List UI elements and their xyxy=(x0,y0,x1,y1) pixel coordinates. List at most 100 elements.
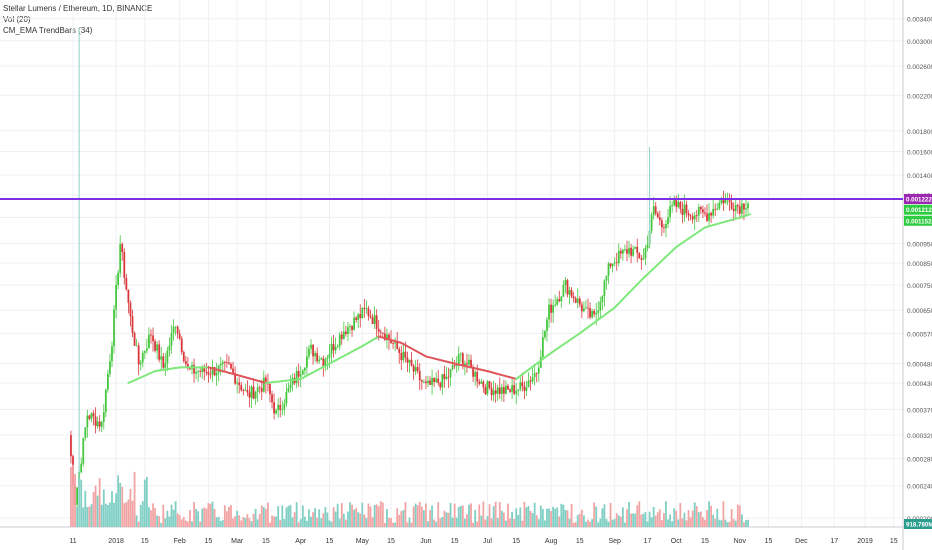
ema-line-segment xyxy=(207,366,239,376)
candle-body xyxy=(242,390,245,392)
volume-bar xyxy=(80,479,83,527)
candle-body xyxy=(260,388,263,392)
x-tick-label: 15 xyxy=(387,538,395,545)
volume-bar xyxy=(295,502,298,527)
candle-body xyxy=(379,331,382,333)
candle-body xyxy=(525,387,528,391)
candle-body xyxy=(572,296,575,299)
y-tick-label: 0.00024000 xyxy=(907,484,932,491)
candle-body xyxy=(722,200,725,204)
candle-body xyxy=(267,383,269,385)
volume-bar xyxy=(96,495,99,527)
volume-bar xyxy=(152,503,154,527)
candle-body xyxy=(667,217,669,224)
candle-body xyxy=(404,351,407,358)
candle-body xyxy=(669,206,671,218)
volume-bar xyxy=(182,516,185,527)
candle-body xyxy=(92,413,95,417)
volume-bar xyxy=(724,519,727,527)
candle-body xyxy=(275,410,278,414)
candle-body xyxy=(150,334,152,336)
volume-bar xyxy=(463,518,466,527)
volume-bar xyxy=(630,513,632,527)
volume-bar xyxy=(285,507,288,527)
volume-bar xyxy=(324,507,327,527)
volume-bar xyxy=(689,517,692,527)
candle-body xyxy=(677,202,680,207)
volume-bar xyxy=(541,508,544,527)
volume-bar xyxy=(406,522,409,527)
volume-bar xyxy=(232,518,234,527)
candle-body xyxy=(180,338,183,353)
candle-body xyxy=(351,326,353,331)
candle-body xyxy=(330,344,333,354)
candle-body xyxy=(219,363,222,366)
candle-body xyxy=(228,362,230,364)
volume-bar xyxy=(244,517,247,527)
candle-body xyxy=(447,376,450,378)
ema-line-segment xyxy=(236,373,267,384)
ema-price-badge-bg xyxy=(904,204,932,215)
candle-body xyxy=(591,310,594,318)
volume-bar xyxy=(546,508,548,527)
volume-bar xyxy=(509,518,511,527)
volume-bar xyxy=(100,504,103,527)
y-tick-label: 0.00065000 xyxy=(907,308,932,315)
candle-body xyxy=(310,344,312,349)
candle-body xyxy=(710,212,713,216)
candle-body xyxy=(207,371,210,375)
volume-bar xyxy=(435,521,438,527)
volume-bar xyxy=(94,485,97,527)
volume-bar xyxy=(710,505,713,527)
volume-bar xyxy=(519,507,522,527)
volume-bar xyxy=(168,516,171,527)
ema-line-segment xyxy=(400,341,427,358)
x-tick-label: 11 xyxy=(69,538,76,545)
candle-body xyxy=(439,383,442,388)
volume-bar xyxy=(527,506,530,527)
volume-bar xyxy=(246,514,249,527)
volume-bar xyxy=(326,512,329,527)
candle-body xyxy=(365,308,368,310)
candle-body xyxy=(418,370,421,381)
volume-bar xyxy=(74,473,76,527)
volume-bar xyxy=(554,508,557,527)
candle-body xyxy=(429,380,431,385)
volume-bar xyxy=(336,503,339,527)
ema-line-segment xyxy=(361,335,380,348)
volume-bar xyxy=(84,490,87,527)
volume-bar xyxy=(205,508,208,527)
volume-bar xyxy=(603,504,606,527)
candle-body xyxy=(84,427,87,438)
volume-bar xyxy=(529,510,532,527)
volume-bar xyxy=(289,504,292,527)
candle-body xyxy=(422,381,425,383)
volume-bar xyxy=(314,508,317,527)
volume-bar xyxy=(221,520,224,527)
candle-body xyxy=(312,344,314,357)
volume-bar xyxy=(252,513,255,527)
volume-bar xyxy=(318,509,321,527)
candle-body xyxy=(70,435,72,457)
candle-body xyxy=(574,298,577,303)
candle-body xyxy=(587,307,589,309)
candle-body xyxy=(578,298,581,305)
volume-bar xyxy=(457,506,460,527)
candle-body xyxy=(347,326,349,335)
x-tick-label: Sep xyxy=(608,538,621,545)
volume-bar xyxy=(332,507,335,527)
y-tick-label: 0.00075000 xyxy=(907,283,932,290)
y-tick-label: 0.00043000 xyxy=(907,381,932,388)
volume-bar xyxy=(693,502,696,527)
volume-bar xyxy=(507,503,509,527)
candle-body xyxy=(519,382,522,390)
candle-body xyxy=(289,384,292,389)
candle-body xyxy=(675,199,678,207)
volume-layer xyxy=(70,464,749,527)
volume-bar xyxy=(267,502,269,527)
candle-body xyxy=(562,284,565,297)
volume-bar xyxy=(308,509,310,527)
volume-bar xyxy=(377,506,380,527)
candle-body xyxy=(240,385,243,391)
